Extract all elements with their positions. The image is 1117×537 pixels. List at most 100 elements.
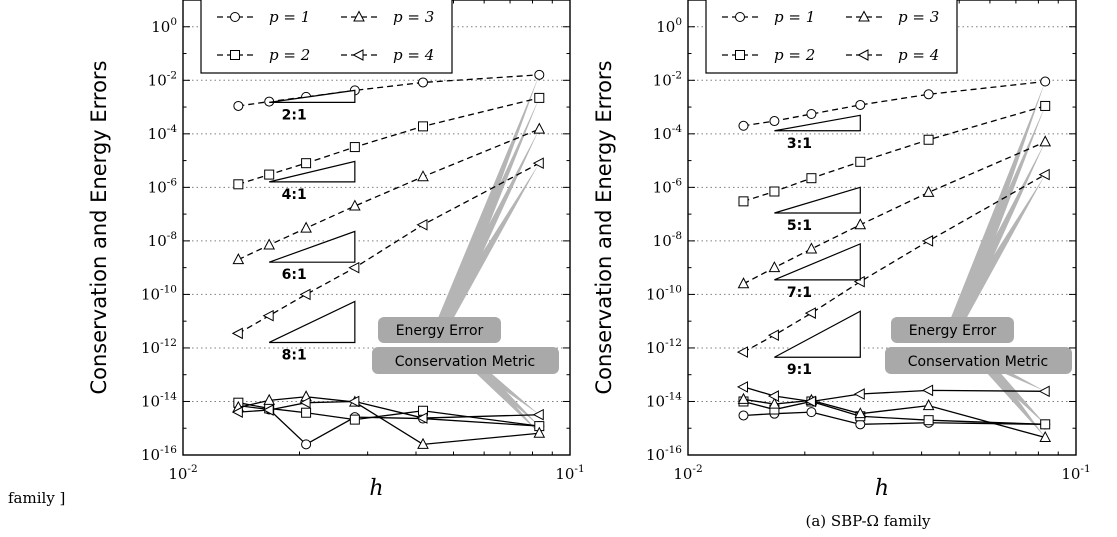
energy-point-p2 (534, 92, 545, 103)
energy-leader-wedge (946, 81, 1046, 331)
x-axis-label: h (875, 476, 889, 501)
energy-point-p1 (923, 89, 934, 100)
conservation-point-p4 (231, 406, 243, 418)
x-tick-label: 10-2 (673, 463, 702, 483)
x-tick-label: 10-1 (1061, 463, 1090, 483)
legend-box (705, 0, 958, 74)
energy-point-p2 (923, 134, 934, 145)
slope-label: 9:1 (787, 362, 812, 378)
conservation-point-p4 (922, 384, 934, 397)
x-tick-label: 10-2 (168, 463, 197, 483)
energy-point-p1 (738, 120, 749, 131)
legend-triangle-up-icon (858, 10, 870, 22)
energy-point-p3 (737, 277, 750, 289)
slope-triangle (269, 160, 356, 183)
conservation-line-p2 (238, 402, 540, 427)
energy-point-p4 (299, 288, 311, 301)
energy-point-p2 (264, 169, 275, 180)
energy-leader-wedge (433, 97, 540, 330)
slope-label: 7:1 (787, 285, 812, 301)
legend-label: p = 4 (393, 46, 434, 64)
legend-label: p = 2 (774, 46, 815, 64)
energy-point-p4 (1038, 168, 1050, 181)
y-tick-label: 10-10 (141, 283, 177, 303)
energy-line-p1 (743, 80, 1046, 127)
conservation-point-p4 (416, 412, 428, 424)
energy-point-p2 (806, 173, 817, 184)
energy-point-p4 (804, 307, 816, 319)
y-tick-label: 100 (151, 16, 177, 36)
conservation-point-p4 (532, 408, 544, 421)
energy-leader-wedge (946, 174, 1046, 330)
conservation-line-p1 (743, 411, 1046, 425)
slope-triangle (774, 186, 861, 214)
energy-point-p3 (300, 221, 312, 233)
conservation-point-p3 (263, 393, 276, 405)
conservation-point-p3 (768, 397, 781, 409)
energy-error-box (891, 317, 1014, 343)
conservation-point-p3 (417, 437, 429, 449)
y-tick-label: 10-14 (646, 390, 682, 410)
conservation-point-p4 (804, 395, 816, 408)
energy-point-p3 (417, 170, 429, 182)
conservation-point-p3 (533, 426, 546, 438)
y-tick-label: 10-4 (148, 123, 178, 143)
energy-point-p3 (263, 238, 276, 250)
conservation-metric-label: Conservation Metric (395, 354, 536, 370)
y-tick-label: 10-10 (646, 283, 682, 303)
y-tick-label: 10-2 (653, 69, 682, 89)
legend-triangle-up-icon (353, 10, 365, 22)
conservation-point-p3 (922, 399, 935, 411)
energy-point-p2 (301, 158, 312, 169)
legend-triangle-left-icon (857, 49, 869, 61)
conservation-point-p4 (853, 388, 865, 400)
legend-box (200, 0, 453, 74)
energy-point-p2 (769, 186, 780, 197)
y-tick-label: 10-2 (148, 69, 177, 89)
energy-leader-wedge (946, 105, 1046, 330)
legend-label: p = 3 (898, 8, 939, 26)
slope-label: 2:1 (282, 107, 307, 123)
slope-label: 6:1 (282, 267, 307, 283)
energy-point-p1 (769, 116, 780, 127)
conservation-line-p3 (238, 396, 540, 446)
energy-point-p4 (262, 309, 274, 322)
y-tick-label: 10-12 (646, 337, 682, 357)
conservation-point-p4 (767, 390, 779, 402)
energy-line-p2 (238, 97, 540, 185)
conservation-point-p1 (301, 439, 312, 450)
y-tick-label: 10-16 (141, 444, 177, 464)
y-tick-label: 100 (656, 16, 682, 36)
right-caption: (a) SBP-Ω family (805, 512, 931, 530)
conservation-point-p3 (854, 407, 867, 419)
conservation-point-p3 (1039, 430, 1052, 443)
slope-triangle (268, 230, 356, 263)
energy-point-p3 (349, 199, 361, 211)
axes-frame (182, 0, 571, 456)
energy-point-p2 (417, 121, 428, 132)
energy-leader-wedge (433, 163, 540, 330)
energy-point-p2 (738, 196, 749, 207)
conservation-leader-wedge (976, 361, 1046, 438)
legend-label: p = 3 (393, 8, 434, 26)
energy-point-p4 (532, 157, 544, 170)
energy-point-p4 (767, 329, 779, 341)
conservation-point-p2 (349, 414, 360, 425)
legend-square-icon (735, 50, 745, 60)
slope-label: 8:1 (282, 347, 307, 363)
conservation-point-p4 (1038, 385, 1050, 398)
energy-point-p3 (854, 218, 867, 230)
energy-point-p1 (417, 77, 428, 88)
slope-triangle (268, 300, 356, 344)
conservation-leader-wedge (463, 361, 540, 415)
energy-point-p3 (922, 185, 935, 197)
energy-point-p2 (1040, 100, 1051, 111)
legend-circle-icon (230, 12, 240, 22)
energy-point-p1 (534, 69, 545, 80)
conservation-line-p4 (743, 386, 1046, 403)
y-tick-label: 10-6 (653, 176, 683, 196)
slope-label: 5:1 (787, 218, 812, 234)
slope-label: 4:1 (282, 187, 307, 203)
energy-point-p4 (348, 261, 360, 274)
energy-error-box (378, 317, 501, 343)
